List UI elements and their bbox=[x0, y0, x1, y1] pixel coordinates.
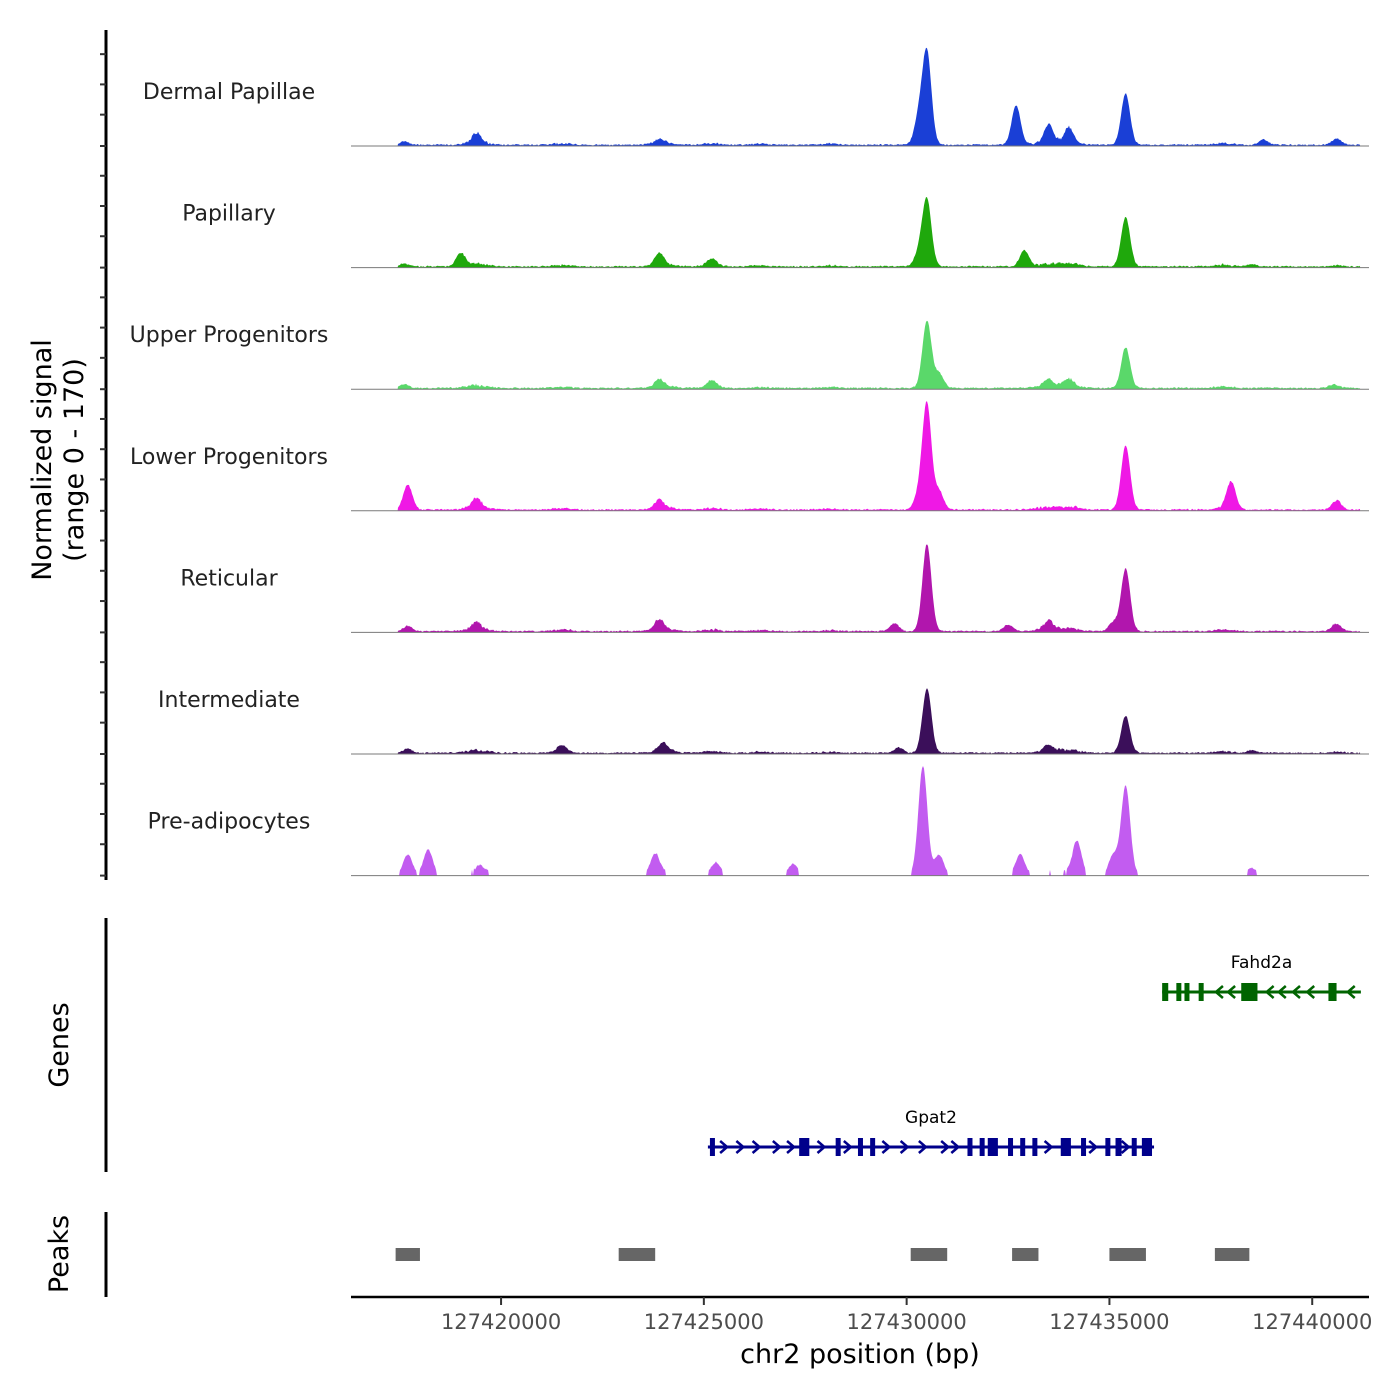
strand-arrow bbox=[918, 1140, 928, 1154]
strand-arrow bbox=[1305, 985, 1316, 999]
y-axis-title-line1: Normalized signal bbox=[27, 339, 58, 581]
strand-arrow bbox=[950, 1140, 961, 1154]
gene-exon bbox=[1141, 1138, 1153, 1156]
track-papillary: Papillary bbox=[182, 197, 1369, 269]
genes-panel-title: Genes bbox=[44, 1002, 75, 1087]
signal-area bbox=[397, 320, 1361, 390]
y-axis-title-line2: (range 0 - 170) bbox=[59, 358, 90, 562]
track-label: Lower Progenitors bbox=[130, 445, 328, 470]
track-lower-progenitors: Lower Progenitors bbox=[130, 401, 1369, 512]
gene-exon bbox=[1115, 1138, 1122, 1156]
track-label: Reticular bbox=[180, 566, 278, 591]
gene-exon bbox=[1008, 1138, 1014, 1156]
signal-y-axis bbox=[100, 30, 108, 880]
strand-arrow bbox=[899, 1140, 910, 1154]
strand-arrow bbox=[772, 1140, 782, 1154]
strand-arrow bbox=[1214, 985, 1224, 999]
track-intermediate: Intermediate bbox=[158, 688, 1369, 755]
x-tick-label: 127425000 bbox=[644, 1310, 764, 1334]
strand-arrow bbox=[1264, 985, 1275, 999]
track-label: Upper Progenitors bbox=[130, 323, 329, 348]
signal-area bbox=[397, 47, 1361, 147]
x-tick-label: 127435000 bbox=[1049, 1310, 1169, 1334]
gene-exon bbox=[1060, 1138, 1071, 1156]
gene-gpat2: Gpat2 bbox=[707, 1108, 1155, 1156]
gene-exon bbox=[1328, 983, 1337, 1001]
gene-exon bbox=[709, 1138, 715, 1156]
strand-arrow bbox=[816, 1140, 827, 1154]
peak-region bbox=[618, 1248, 656, 1261]
gene-exon bbox=[1176, 983, 1182, 1001]
strand-arrow bbox=[786, 1140, 796, 1154]
gene-label: Gpat2 bbox=[905, 1108, 957, 1128]
track-dermal-papillae: Dermal Papillae bbox=[143, 47, 1369, 147]
track-label: Papillary bbox=[182, 202, 276, 227]
track-upper-progenitors: Upper Progenitors bbox=[130, 320, 1369, 390]
gene-exon bbox=[1131, 1138, 1137, 1156]
gene-exon bbox=[1081, 1138, 1087, 1156]
gene-exon bbox=[967, 1138, 973, 1156]
gene-exon bbox=[1020, 1138, 1026, 1156]
peak-region bbox=[1109, 1248, 1146, 1261]
gene-exon bbox=[1162, 983, 1169, 1001]
track-reticular: Reticular bbox=[180, 544, 1369, 633]
gene-exon bbox=[1198, 983, 1204, 1001]
strand-arrow bbox=[1291, 985, 1301, 999]
signal-area bbox=[397, 544, 1361, 633]
peak-region bbox=[395, 1248, 420, 1261]
gene-exon bbox=[1241, 983, 1258, 1001]
track-pre-adipocytes: Pre-adipocytes bbox=[148, 766, 1369, 877]
x-axis-title: chr2 position (bp) bbox=[740, 1339, 980, 1370]
signal-tracks: Dermal Papillae Papillary Upper Progenitor… bbox=[130, 47, 1369, 877]
x-axis-ticks: 127420000 127425000 127430000 127435000 1274… bbox=[441, 1297, 1372, 1334]
strand-arrow bbox=[1226, 985, 1236, 999]
peak-regions bbox=[395, 1248, 1250, 1261]
strand-arrow bbox=[1120, 1140, 1131, 1154]
x-tick-label: 127440000 bbox=[1252, 1310, 1372, 1334]
strand-arrow bbox=[1088, 1140, 1099, 1154]
gene-label: Fahd2a bbox=[1231, 953, 1292, 973]
strand-arrow bbox=[843, 1140, 853, 1154]
gene-exon bbox=[857, 1138, 863, 1156]
gene-exon bbox=[799, 1138, 810, 1156]
gene-exon bbox=[1032, 1138, 1038, 1156]
peak-region bbox=[1214, 1248, 1250, 1261]
gene-fahd2a: Fahd2a bbox=[1162, 953, 1361, 1001]
gene-exon bbox=[1184, 983, 1190, 1001]
strand-arrow bbox=[751, 1140, 762, 1154]
strand-arrow bbox=[881, 1140, 892, 1154]
strand-arrow bbox=[1043, 1140, 1054, 1154]
gene-exon bbox=[870, 1138, 876, 1156]
gene-exon bbox=[835, 1138, 841, 1156]
strand-arrow bbox=[1276, 985, 1287, 999]
strand-arrow bbox=[719, 1140, 730, 1154]
x-tick-label: 127430000 bbox=[847, 1310, 967, 1334]
gene-exon bbox=[1105, 1138, 1111, 1156]
track-label: Pre-adipocytes bbox=[148, 810, 311, 835]
strand-arrow bbox=[1345, 985, 1356, 999]
gene-annotations: Fahd2a Gpat2 bbox=[707, 953, 1361, 1156]
x-tick-label: 127420000 bbox=[441, 1310, 561, 1334]
signal-area bbox=[397, 688, 1361, 754]
track-label: Dermal Papillae bbox=[143, 80, 315, 105]
peaks-panel-title: Peaks bbox=[44, 1215, 75, 1293]
peak-region bbox=[910, 1248, 948, 1261]
signal-area bbox=[397, 766, 1361, 876]
strand-arrow bbox=[940, 1140, 951, 1154]
gene-exon bbox=[979, 1138, 985, 1156]
signal-area bbox=[397, 197, 1361, 268]
gene-exon bbox=[987, 1138, 998, 1156]
track-label: Intermediate bbox=[158, 688, 300, 713]
strand-arrow bbox=[735, 1140, 746, 1154]
signal-area bbox=[397, 401, 1361, 511]
peak-region bbox=[1012, 1248, 1039, 1261]
